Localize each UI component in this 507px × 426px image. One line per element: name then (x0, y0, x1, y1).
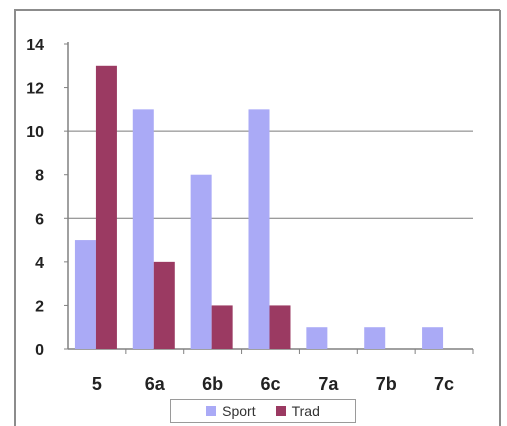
y-tick-label: 2 (35, 298, 44, 315)
bar-sport (364, 327, 386, 349)
legend-item-trad: Trad (275, 403, 320, 419)
x-tick-label: 5 (92, 374, 102, 394)
bar-trad (269, 305, 291, 349)
legend-swatch-sport (206, 406, 217, 416)
x-tick-label: 6a (145, 374, 166, 394)
x-tick-label: 7b (376, 374, 397, 394)
bar-sport (248, 109, 270, 349)
bar-trad (211, 305, 233, 349)
bar-sport (306, 327, 328, 349)
y-tick-label: 6 (35, 211, 44, 228)
bar-sport (422, 327, 444, 349)
y-tick-label: 12 (26, 81, 44, 98)
legend-label-sport: Sport (222, 403, 256, 419)
y-tick-label: 10 (26, 124, 44, 141)
y-tick-label: 0 (35, 342, 44, 359)
bar-trad (95, 65, 117, 350)
x-tick-label: 6c (260, 374, 280, 394)
legend-label-trad: Trad (291, 403, 320, 419)
legend-swatch-trad (275, 406, 286, 416)
bar-sport (190, 174, 212, 349)
legend-item-sport: Sport (206, 403, 256, 419)
x-tick-label: 7a (318, 374, 339, 394)
legend: Sport Trad (170, 399, 356, 423)
y-tick-label: 8 (35, 168, 44, 185)
bar-trad (153, 261, 175, 349)
y-tick-label: 14 (26, 37, 44, 54)
bar-sport (132, 109, 154, 349)
x-tick-label: 6b (202, 374, 223, 394)
bar-sport (74, 240, 96, 349)
x-tick-label: 7c (434, 374, 454, 394)
y-tick-label: 4 (35, 255, 44, 272)
